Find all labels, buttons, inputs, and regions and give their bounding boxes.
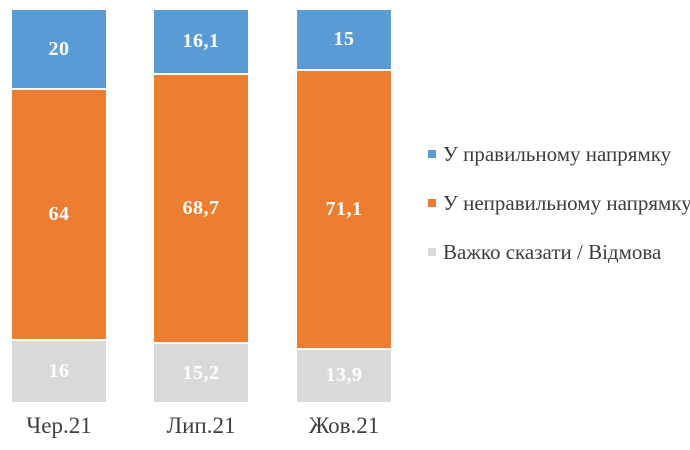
value-label: 15,2: [182, 361, 220, 384]
category-axis-label: Чер.21: [26, 413, 92, 438]
bar-segment: 15: [297, 10, 391, 69]
legend-item: У правильному напрямку: [428, 139, 690, 169]
value-label: 71,1: [325, 197, 363, 220]
bar-segment: 20: [12, 10, 106, 89]
bar-segment: 13,9: [297, 347, 391, 402]
bar-segment: 71,1: [297, 68, 391, 348]
value-label: 16: [48, 360, 70, 383]
legend-label: Важко сказати / Відмова: [443, 239, 662, 264]
legend-marker-icon: [428, 199, 436, 207]
category-axis-label: Жов.21: [308, 413, 380, 438]
legend-marker-icon: [428, 150, 436, 158]
stacked-bar: 16,1 68,7 15,2: [154, 10, 248, 402]
value-label: 68,7: [182, 197, 220, 220]
legend-item: У неправильному напрямку: [428, 188, 690, 218]
value-label: 15: [333, 27, 355, 50]
stacked-bar: 15 71,1 13,9: [297, 10, 391, 402]
value-label: 64: [48, 203, 70, 226]
value-label: 13,9: [325, 364, 363, 387]
legend-item: Важко сказати / Відмова: [428, 237, 690, 267]
bar-segment: 16,1: [154, 10, 248, 74]
legend-marker-icon: [428, 248, 436, 256]
legend-label: У правильному напрямку: [443, 141, 672, 166]
legend-label: У неправильному напрямку: [443, 190, 690, 215]
bar-segment: 68,7: [154, 73, 248, 343]
category-axis-label: Лип.21: [166, 413, 236, 438]
bar-segment: 15,2: [154, 342, 248, 402]
bar-segment: 16: [12, 339, 106, 402]
bar-segment: 64: [12, 88, 106, 340]
stacked-bar: 20 64 16: [12, 10, 106, 402]
legend: У правильному напрямку У неправильному на…: [428, 139, 690, 286]
value-label: 16,1: [182, 30, 220, 53]
value-label: 20: [48, 37, 70, 60]
